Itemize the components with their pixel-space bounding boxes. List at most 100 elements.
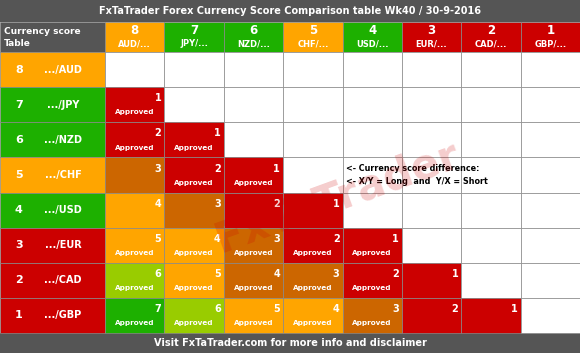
Bar: [461, 22, 521, 52]
Bar: [224, 52, 283, 87]
Text: 5: 5: [155, 234, 161, 244]
Bar: [0, 333, 580, 353]
Text: Approved: Approved: [293, 285, 332, 291]
Text: 3: 3: [427, 24, 436, 37]
Bar: [402, 87, 461, 122]
Text: 3: 3: [15, 240, 23, 250]
Text: 5: 5: [309, 24, 317, 37]
Bar: [164, 192, 224, 228]
Bar: [105, 263, 164, 298]
Text: 3: 3: [273, 234, 280, 244]
Text: 6: 6: [214, 304, 221, 314]
Text: GBP/...: GBP/...: [534, 39, 567, 48]
Bar: [521, 52, 580, 87]
Bar: [105, 157, 164, 192]
Text: 2: 2: [214, 163, 221, 174]
Text: 1: 1: [546, 24, 554, 37]
Text: Approved: Approved: [115, 144, 154, 150]
Bar: [283, 263, 343, 298]
Text: <- Currency score difference:: <- Currency score difference:: [346, 164, 479, 173]
Text: 4: 4: [15, 205, 23, 215]
Bar: [105, 22, 164, 52]
Text: Approved: Approved: [175, 320, 214, 326]
Text: Approved: Approved: [353, 285, 392, 291]
Bar: [164, 22, 224, 52]
Text: 4: 4: [155, 199, 161, 209]
Text: Approved: Approved: [115, 285, 154, 291]
Bar: [521, 22, 580, 52]
Text: 1: 1: [155, 93, 161, 103]
Text: 4: 4: [368, 24, 376, 37]
Text: 5: 5: [15, 170, 23, 180]
Bar: [461, 52, 521, 87]
Text: 4: 4: [273, 269, 280, 279]
Text: 4: 4: [214, 234, 221, 244]
Bar: [164, 87, 224, 122]
Bar: [283, 157, 343, 192]
Bar: [224, 122, 283, 157]
Text: 8: 8: [130, 24, 139, 37]
Text: Approved: Approved: [234, 180, 273, 186]
Bar: [461, 157, 521, 192]
Bar: [224, 263, 283, 298]
Bar: [343, 22, 402, 52]
Bar: [283, 52, 343, 87]
Text: Approved: Approved: [234, 250, 273, 256]
Text: 6: 6: [15, 135, 23, 145]
Bar: [521, 298, 580, 333]
Bar: [164, 228, 224, 263]
Text: .../JPY: .../JPY: [47, 100, 79, 110]
Text: 6: 6: [249, 24, 258, 37]
Bar: [343, 192, 402, 228]
Text: Table: Table: [4, 39, 31, 48]
Bar: [105, 192, 164, 228]
Text: 3: 3: [333, 269, 339, 279]
Bar: [105, 122, 164, 157]
Bar: [0, 87, 105, 122]
Text: Approved: Approved: [175, 250, 214, 256]
Bar: [164, 157, 224, 192]
Text: 5: 5: [273, 304, 280, 314]
Text: 7: 7: [15, 100, 23, 110]
Bar: [224, 22, 283, 52]
Bar: [521, 122, 580, 157]
Text: .../CAD: .../CAD: [44, 275, 82, 285]
Bar: [521, 87, 580, 122]
Text: 1: 1: [15, 310, 23, 321]
Bar: [521, 157, 580, 192]
Bar: [0, 228, 105, 263]
Text: 8: 8: [15, 65, 23, 74]
Bar: [0, 0, 580, 22]
Text: 1: 1: [511, 304, 517, 314]
Bar: [164, 52, 224, 87]
Bar: [402, 52, 461, 87]
Text: .../CHF: .../CHF: [45, 170, 81, 180]
Text: .../NZD: .../NZD: [44, 135, 82, 145]
Text: 1: 1: [333, 199, 339, 209]
Bar: [402, 122, 461, 157]
Text: .../AUD: .../AUD: [44, 65, 82, 74]
Text: <- X/Y = Long  and  Y/X = Short: <- X/Y = Long and Y/X = Short: [346, 177, 487, 186]
Text: JPY/...: JPY/...: [180, 39, 208, 48]
Text: Approved: Approved: [293, 320, 332, 326]
Bar: [521, 192, 580, 228]
Bar: [461, 228, 521, 263]
Bar: [461, 298, 521, 333]
Text: Approved: Approved: [175, 180, 214, 186]
Bar: [0, 122, 105, 157]
Bar: [283, 192, 343, 228]
Bar: [0, 157, 105, 192]
Bar: [343, 298, 402, 333]
Bar: [105, 228, 164, 263]
Bar: [164, 298, 224, 333]
Text: NZD/...: NZD/...: [237, 39, 270, 48]
Bar: [283, 228, 343, 263]
Bar: [343, 263, 402, 298]
Bar: [224, 298, 283, 333]
Bar: [224, 87, 283, 122]
Text: Approved: Approved: [293, 250, 332, 256]
Bar: [402, 298, 461, 333]
Text: Currency score: Currency score: [4, 27, 81, 36]
Bar: [0, 263, 105, 298]
Bar: [283, 298, 343, 333]
